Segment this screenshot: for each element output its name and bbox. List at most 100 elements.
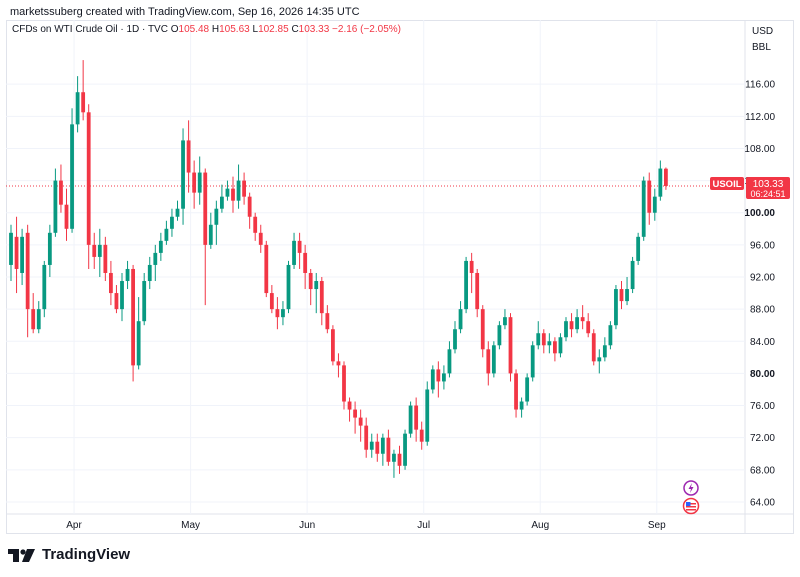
- unit-label[interactable]: BBL: [752, 42, 771, 53]
- candle-body[interactable]: [664, 168, 668, 186]
- candle-body[interactable]: [342, 365, 346, 402]
- candle-body[interactable]: [519, 401, 524, 410]
- candle-body[interactable]: [630, 260, 635, 290]
- candle-body[interactable]: [486, 349, 491, 374]
- candle-body[interactable]: [380, 437, 385, 454]
- candle-body[interactable]: [597, 357, 602, 362]
- candle-body[interactable]: [281, 309, 285, 318]
- candle-body[interactable]: [541, 333, 546, 346]
- candle-body[interactable]: [625, 289, 629, 302]
- candle-body[interactable]: [475, 272, 480, 310]
- candle-body[interactable]: [225, 188, 230, 197]
- candle-body[interactable]: [158, 240, 163, 253]
- candle-body[interactable]: [453, 329, 457, 350]
- candle-body[interactable]: [586, 321, 591, 334]
- candle-body[interactable]: [619, 289, 624, 302]
- candle-body[interactable]: [425, 389, 430, 442]
- candle-body[interactable]: [97, 244, 102, 257]
- candle-body[interactable]: [553, 341, 557, 354]
- symbol-title[interactable]: CFDs on WTI Crude Oil · 1D · TVC: [12, 24, 168, 35]
- candle-body[interactable]: [297, 240, 302, 253]
- candle-body[interactable]: [109, 272, 113, 294]
- candle-body[interactable]: [336, 361, 341, 366]
- footer-logo[interactable]: TradingView: [8, 546, 130, 563]
- candle-body[interactable]: [392, 453, 396, 462]
- candle-body[interactable]: [458, 309, 463, 330]
- candle-body[interactable]: [125, 268, 130, 282]
- candle-body[interactable]: [131, 268, 135, 366]
- candle-body[interactable]: [314, 281, 319, 290]
- candle-body[interactable]: [203, 172, 208, 245]
- candle-body[interactable]: [92, 244, 97, 257]
- candle-body[interactable]: [231, 188, 235, 201]
- candle-body[interactable]: [175, 208, 180, 217]
- candle-body[interactable]: [292, 240, 296, 265]
- candle-body[interactable]: [602, 345, 607, 358]
- candle-body[interactable]: [192, 172, 197, 193]
- currency-label[interactable]: USD: [752, 26, 774, 37]
- candle-body[interactable]: [614, 289, 618, 326]
- candle-body[interactable]: [591, 333, 596, 362]
- candle-body[interactable]: [114, 293, 119, 310]
- candle-body[interactable]: [641, 180, 646, 237]
- candle-body[interactable]: [414, 405, 419, 430]
- candle-body[interactable]: [275, 309, 280, 318]
- candle-body[interactable]: [258, 232, 263, 245]
- candle-body[interactable]: [220, 196, 224, 209]
- candle-body[interactable]: [491, 345, 496, 374]
- candle-body[interactable]: [647, 180, 652, 213]
- candle-body[interactable]: [286, 264, 291, 310]
- candle-body[interactable]: [331, 329, 335, 362]
- candle-body[interactable]: [564, 321, 568, 338]
- candle-body[interactable]: [436, 369, 441, 382]
- candle-body[interactable]: [170, 216, 174, 229]
- candle-body[interactable]: [530, 345, 535, 378]
- candle-body[interactable]: [353, 409, 357, 418]
- candle-body[interactable]: [147, 264, 152, 282]
- candle-body[interactable]: [53, 180, 58, 233]
- candle-body[interactable]: [319, 281, 324, 314]
- candle-body[interactable]: [652, 196, 657, 213]
- candle-body[interactable]: [325, 313, 330, 330]
- candle-body[interactable]: [442, 373, 446, 382]
- candle-body[interactable]: [153, 252, 158, 265]
- candle-body[interactable]: [247, 196, 252, 217]
- candle-body[interactable]: [636, 236, 641, 261]
- candle-body[interactable]: [181, 140, 185, 209]
- candle-body[interactable]: [64, 204, 69, 229]
- candle-body[interactable]: [358, 417, 363, 426]
- candle-body[interactable]: [503, 317, 507, 326]
- candle-body[interactable]: [31, 309, 36, 330]
- candle-body[interactable]: [214, 208, 219, 225]
- candle-body[interactable]: [403, 433, 407, 466]
- candle-body[interactable]: [575, 317, 579, 330]
- candle-body[interactable]: [197, 172, 202, 193]
- candle-body[interactable]: [120, 281, 124, 310]
- candle-body[interactable]: [497, 325, 502, 346]
- candle-body[interactable]: [558, 337, 563, 354]
- candle-body[interactable]: [186, 140, 191, 173]
- candle-body[interactable]: [375, 441, 380, 454]
- candle-body[interactable]: [547, 341, 552, 346]
- candle-body[interactable]: [136, 321, 141, 366]
- candle-body[interactable]: [397, 453, 402, 466]
- candle-body[interactable]: [525, 377, 530, 402]
- candle-body[interactable]: [142, 281, 147, 322]
- candle-body[interactable]: [347, 401, 352, 410]
- candle-body[interactable]: [59, 180, 63, 205]
- candle-body[interactable]: [75, 92, 80, 125]
- candle-body[interactable]: [303, 252, 308, 273]
- candle-body[interactable]: [514, 373, 518, 410]
- candle-body[interactable]: [264, 244, 269, 294]
- candle-body[interactable]: [386, 437, 391, 462]
- candle-body[interactable]: [364, 425, 369, 450]
- candle-body[interactable]: [47, 232, 52, 265]
- currency-unit-selector[interactable]: USD BBL: [752, 24, 773, 56]
- candle-body[interactable]: [25, 232, 30, 310]
- candle-body[interactable]: [608, 325, 613, 346]
- candle-body[interactable]: [242, 180, 246, 197]
- candle-body[interactable]: [408, 405, 413, 434]
- candle-body[interactable]: [369, 441, 374, 450]
- candle-body[interactable]: [308, 272, 313, 290]
- candle-body[interactable]: [580, 317, 585, 322]
